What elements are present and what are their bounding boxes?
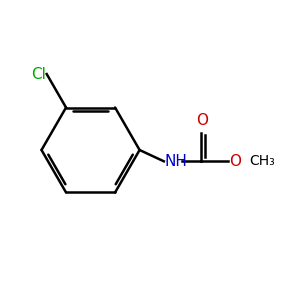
Text: O: O bbox=[229, 154, 241, 169]
Text: CH₃: CH₃ bbox=[249, 154, 274, 168]
Text: NH: NH bbox=[164, 154, 187, 169]
Text: O: O bbox=[196, 113, 208, 128]
Text: Cl: Cl bbox=[31, 67, 46, 82]
